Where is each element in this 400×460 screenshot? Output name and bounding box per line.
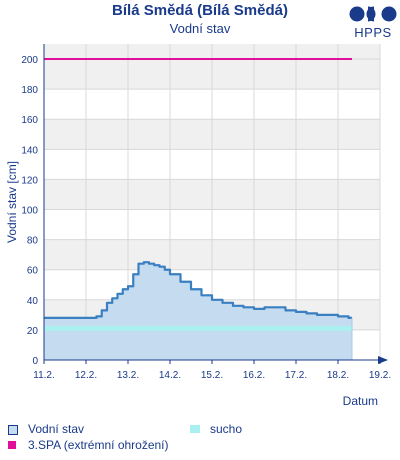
y-tick-label: 160: [21, 115, 38, 126]
x-axis-title: Datum: [343, 394, 378, 408]
legend-label-water-level: Vodní stav: [28, 422, 85, 436]
legend-swatch-water-level: [8, 425, 18, 435]
y-tick-label: 20: [27, 326, 39, 337]
x-tick-label: 13.2.: [117, 370, 139, 381]
chart-title: Bílá Smědá (Bílá Smědá): [112, 2, 288, 19]
water-level-area: [44, 262, 352, 360]
hpps-logo-text: HPPS: [354, 25, 392, 40]
y-tick-label: 0: [32, 356, 38, 367]
legend-swatch-spa3: [8, 441, 16, 449]
x-tick-label: 12.2.: [75, 370, 97, 381]
y-tick-label: 180: [21, 85, 38, 96]
legend-label-drought: sucho: [210, 422, 243, 436]
x-axis-arrow: [378, 356, 388, 364]
y-tick-label: 100: [21, 206, 38, 217]
legend-swatch-drought: [190, 425, 200, 433]
x-tick-label: 11.2.: [33, 370, 55, 381]
x-tick-label: 17.2.: [285, 370, 307, 381]
legend-label-spa3: 3.SPA (extrémní ohrožení): [28, 438, 169, 452]
hpps-logo: HPPS: [346, 4, 400, 44]
y-tick-label: 200: [21, 55, 38, 66]
y-axis-title: Vodní stav [cm]: [5, 161, 19, 243]
chart-subtitle: Vodní stav: [169, 21, 231, 36]
hpps-logo-mark: [349, 6, 397, 22]
y-tick-label: 80: [27, 236, 39, 247]
y-tick-label: 120: [21, 175, 38, 186]
y-tick-label: 40: [27, 296, 39, 307]
x-tick-label: 14.2.: [159, 370, 181, 381]
x-tick-label: 19.2.: [369, 370, 391, 381]
y-tick-label: 60: [27, 266, 39, 277]
x-tick-label: 18.2.: [327, 370, 349, 381]
y-tick-label: 140: [21, 145, 38, 156]
x-tick-label: 16.2.: [243, 370, 265, 381]
water-level-line: [44, 261, 352, 319]
x-tick-label: 15.2.: [201, 370, 223, 381]
